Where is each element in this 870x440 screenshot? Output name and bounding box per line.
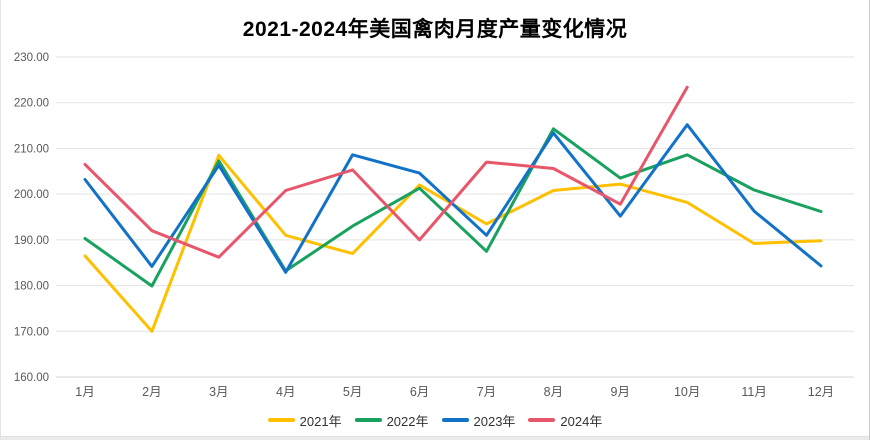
x-tick-label: 4月: [276, 385, 295, 399]
y-tick-label: 180.00: [14, 281, 49, 293]
y-tick-label: 230.00: [14, 52, 49, 64]
legend-swatch-2023年: [441, 418, 469, 422]
x-tick-label: 11月: [741, 385, 766, 399]
x-tick-label: 3月: [209, 385, 228, 399]
y-tick-label: 220.00: [14, 98, 49, 110]
series-line-2024年: [83, 85, 689, 259]
series-line-2022年: [83, 127, 823, 288]
x-tick-label: 9月: [611, 385, 630, 399]
window-bottom-edge: [1, 436, 869, 440]
legend-item-2021年[interactable]: 2021年: [267, 411, 342, 430]
chart-legend: 2021年 2022年 2023年 2024年: [1, 407, 869, 433]
chart-title: 2021-2024年美国禽肉月度产量变化情况: [242, 18, 628, 41]
legend-label: 2023年: [473, 413, 516, 429]
series-line-2021年: [83, 153, 823, 333]
y-tick-label: 190.00: [14, 235, 49, 247]
x-tick-label: 1月: [75, 385, 94, 399]
legend-label: 2024年: [560, 413, 603, 429]
x-tick-label: 6月: [410, 385, 429, 399]
legend-swatch-2022年: [354, 418, 382, 422]
legend-item-2024年[interactable]: 2024年: [528, 411, 602, 430]
line-chart-canvas: 230.00 220.00 210.00 200.00 190.00 180.00 170.…: [14, 52, 854, 399]
y-tick-label: 160.00: [14, 372, 49, 384]
y-tick-label: 170.00: [14, 326, 49, 338]
series-line-2023年: [83, 123, 823, 274]
x-tick-label: 5月: [343, 385, 362, 399]
x-tick-label: 7月: [477, 385, 496, 399]
y-tick-label: 210.00: [14, 143, 49, 155]
legend-swatch-2021年: [267, 418, 295, 422]
x-tick-label: 2月: [142, 385, 161, 399]
legend-item-2023年[interactable]: 2023年: [441, 411, 516, 430]
x-tick-label: 12月: [808, 385, 834, 399]
y-tick-label: 200.00: [14, 189, 49, 201]
x-tick-label: 8月: [544, 385, 563, 399]
x-tick-label: 10月: [674, 385, 700, 399]
legend-label: 2022年: [386, 413, 429, 429]
legend-item-2022年[interactable]: 2022年: [354, 411, 429, 430]
legend-label: 2021年: [299, 413, 342, 429]
legend-swatch-2024年: [528, 418, 556, 422]
